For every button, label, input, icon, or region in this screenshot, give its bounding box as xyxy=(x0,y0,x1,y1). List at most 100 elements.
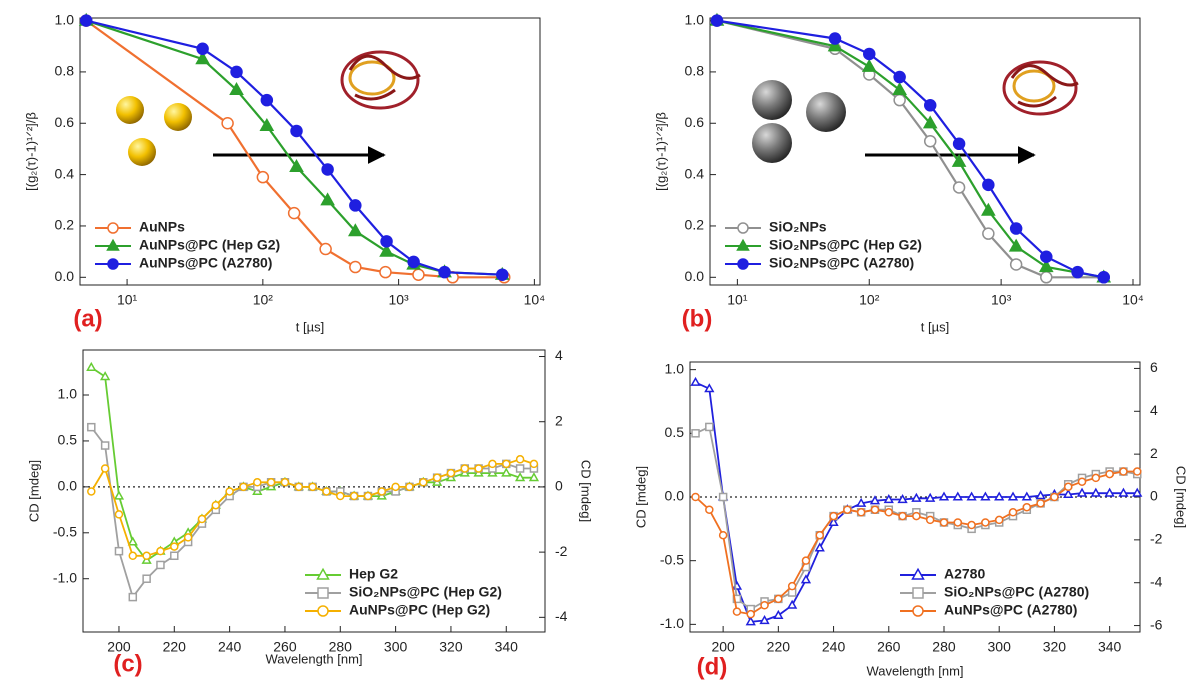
chart-panel: -1.0 -0.5 0.0 0.5 1.0 -4 -2 0 2 4 200 220 240 260 280 3… xyxy=(26,347,593,677)
marker xyxy=(438,265,451,279)
marker xyxy=(1104,487,1115,497)
marker xyxy=(718,492,728,502)
marker xyxy=(705,422,714,432)
y2-tick-label: 2 xyxy=(1150,445,1158,461)
x-tick-label: 10⁴ xyxy=(1122,292,1144,308)
marker xyxy=(142,551,151,561)
y-tick-label: 0.2 xyxy=(55,217,75,233)
marker xyxy=(922,115,938,129)
marker xyxy=(828,516,839,527)
y-tick-label: -1.0 xyxy=(660,615,684,631)
y2-tick-label: 4 xyxy=(555,347,563,363)
panel-label: (c) xyxy=(113,650,142,677)
marker xyxy=(923,134,937,148)
marker xyxy=(363,491,373,501)
y-tick-label: 0.0 xyxy=(665,488,685,504)
y2-tick-label: 6 xyxy=(1150,359,1158,375)
marker xyxy=(156,560,165,570)
marker xyxy=(912,587,924,599)
marker xyxy=(349,260,362,274)
marker xyxy=(106,238,120,251)
protein xyxy=(1002,60,1079,116)
marker xyxy=(114,546,124,556)
marker xyxy=(349,199,362,212)
marker xyxy=(128,592,138,602)
marker xyxy=(1091,473,1101,483)
marker xyxy=(260,93,274,107)
marker xyxy=(710,14,724,27)
marker xyxy=(496,268,509,281)
x-tick-label: 260 xyxy=(877,639,901,655)
marker xyxy=(1009,258,1023,271)
y-axis-label: [(g₂(τ)-1)¹ᐟ²]/β xyxy=(653,112,668,191)
y-tick-label: 0.0 xyxy=(55,268,75,284)
marker xyxy=(316,567,330,580)
marker xyxy=(113,490,125,500)
x-axis-label: t [µs] xyxy=(296,319,324,334)
marker xyxy=(514,472,526,482)
chart-panel: -1.0 -0.5 0.0 0.5 1.0 -6 -4 -2 0 2 4 6 200 220 240 260 2… xyxy=(633,359,1188,680)
marker xyxy=(488,459,497,469)
legend-label: A2780 xyxy=(944,566,985,582)
y-tick-label: 0.0 xyxy=(685,268,705,284)
marker xyxy=(893,93,906,107)
marker xyxy=(925,492,936,502)
marker xyxy=(280,478,290,487)
legend-label: AuNPs xyxy=(139,219,185,235)
x-tick-label: 320 xyxy=(1043,639,1067,655)
x-tick-label: 200 xyxy=(107,639,131,655)
x-tick-label: 300 xyxy=(988,639,1012,655)
marker xyxy=(801,556,811,565)
x-tick-label: 340 xyxy=(1098,639,1122,655)
marker xyxy=(1119,467,1128,476)
marker xyxy=(79,14,93,27)
marker xyxy=(183,533,193,542)
x-tick-label: 220 xyxy=(767,639,791,655)
marker xyxy=(380,235,393,248)
gold-particle xyxy=(164,103,192,131)
marker xyxy=(515,464,525,473)
marker xyxy=(502,459,511,469)
y2-tick-label: 2 xyxy=(555,412,563,428)
marker xyxy=(379,243,394,257)
marker xyxy=(107,258,119,270)
y-tick-label: 1.0 xyxy=(685,11,705,27)
marker xyxy=(856,497,867,507)
marker xyxy=(195,51,210,65)
marker xyxy=(114,510,124,519)
y-axis-label: CD [mdeg] xyxy=(26,460,41,522)
marker xyxy=(939,518,949,527)
marker xyxy=(529,459,539,469)
x-tick-label: 220 xyxy=(163,639,187,655)
marker xyxy=(1021,491,1032,501)
marker xyxy=(142,574,151,583)
marker xyxy=(170,551,179,561)
marker xyxy=(1118,487,1129,497)
panel-label: (a) xyxy=(73,305,102,332)
legend-label: SiO₂NPs@PC (Hep G2) xyxy=(349,584,502,600)
y2-tick-label: 0 xyxy=(1150,488,1158,504)
y2-tick-label: 0 xyxy=(555,478,563,494)
y-tick-label: 0.0 xyxy=(58,478,78,494)
marker xyxy=(690,376,701,386)
marker xyxy=(718,530,728,540)
marker xyxy=(1008,508,1018,517)
y-tick-label: 0.2 xyxy=(685,217,705,233)
y-tick-label: 0.6 xyxy=(685,114,705,130)
marker xyxy=(196,42,209,56)
marker xyxy=(760,601,769,610)
marker xyxy=(863,47,876,61)
marker xyxy=(1063,488,1074,499)
marker xyxy=(100,441,110,450)
marker xyxy=(994,491,1005,501)
x-axis-label: Wavelength [nm] xyxy=(866,663,963,678)
marker xyxy=(1040,250,1053,264)
marker xyxy=(869,495,881,505)
y-tick-label: 0.4 xyxy=(55,165,75,181)
marker xyxy=(911,492,922,502)
marker xyxy=(966,491,977,501)
marker xyxy=(883,493,894,504)
y2-tick-label: 4 xyxy=(1150,402,1158,418)
marker xyxy=(967,520,976,530)
marker xyxy=(897,493,908,504)
